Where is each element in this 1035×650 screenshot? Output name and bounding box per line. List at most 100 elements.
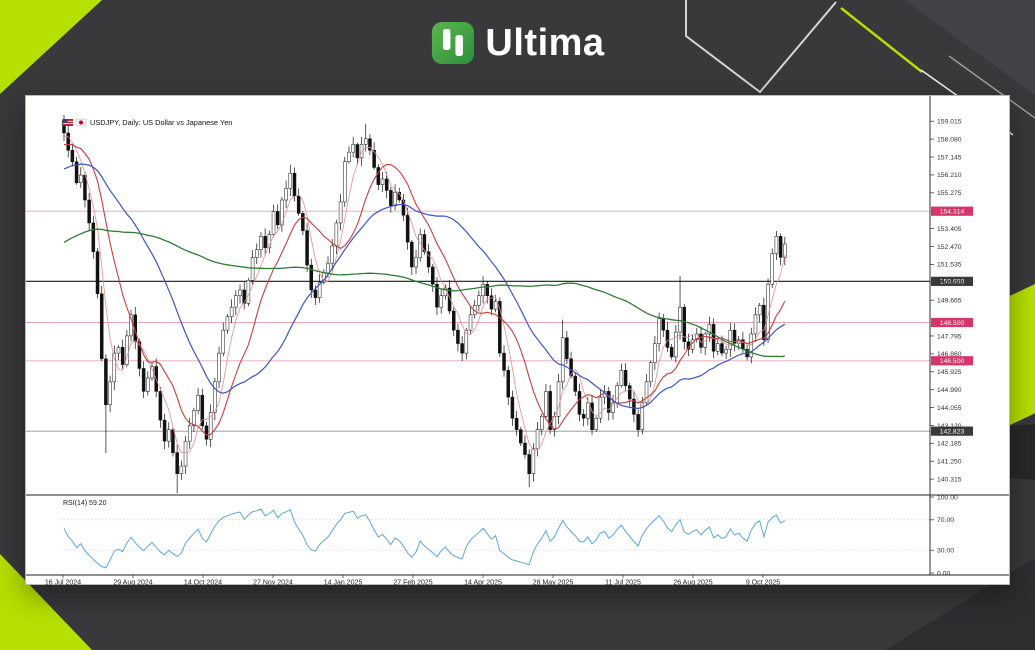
candle [305, 230, 309, 266]
candle [217, 352, 221, 383]
candle [699, 333, 703, 348]
candle [628, 385, 632, 400]
candle [296, 195, 301, 214]
candle [330, 245, 334, 264]
candle [284, 188, 288, 201]
price-tick-label: 145.925 [937, 369, 962, 376]
usdjpy-daily-chart[interactable]: 154.314150.650148.500146.500142.823159.0… [25, 95, 1010, 587]
candle [204, 425, 209, 440]
candle [91, 222, 96, 252]
candle [535, 429, 540, 450]
chart-title-bar: USDJPY, Daily: US Dollar vs Japanese Yen [63, 118, 232, 127]
candle [359, 144, 364, 159]
ma-medium-line [63, 163, 786, 410]
candle [74, 161, 79, 184]
date-tick-label: 16 Jul 2024 [45, 580, 81, 586]
candle [577, 391, 582, 415]
candle [632, 398, 636, 415]
candle [569, 358, 573, 377]
candle [636, 414, 640, 430]
candle [179, 465, 184, 474]
candle [326, 262, 330, 273]
candle [112, 352, 117, 383]
candle [460, 343, 464, 354]
candle [259, 236, 263, 251]
logo-text: Ultima [485, 22, 605, 64]
candle [351, 144, 355, 153]
candle [422, 234, 427, 252]
candle [728, 329, 733, 350]
candle [657, 318, 661, 344]
candle [519, 429, 523, 444]
candle [108, 381, 112, 406]
candle [271, 211, 276, 235]
date-tick-label: 9 Oct 2025 [746, 580, 780, 586]
price-tick-label: 140.315 [937, 476, 962, 483]
date-tick-label: 26 Aug 2025 [673, 580, 712, 586]
candle [749, 333, 754, 358]
decor-top-left-shape [0, 0, 102, 94]
rsi-line [63, 508, 786, 569]
candle [489, 295, 494, 310]
price-tick-label: 159.015 [937, 119, 962, 126]
candle [724, 349, 728, 354]
candle [548, 391, 552, 430]
candle [410, 241, 414, 268]
jp-flag-icon [75, 118, 87, 127]
date-tick-label: 11 Jul 2025 [605, 580, 641, 586]
ma-fast-line [63, 143, 786, 436]
candle [774, 236, 779, 254]
candle [389, 190, 393, 206]
candle [766, 283, 770, 340]
candle [439, 295, 443, 308]
candle [275, 211, 280, 226]
candle [70, 149, 75, 162]
candle [338, 201, 343, 224]
candle [225, 316, 230, 331]
candle [347, 151, 351, 162]
candle [573, 375, 578, 392]
candle [162, 419, 167, 442]
price-tick-label: 147.795 [937, 333, 962, 340]
candle [783, 243, 787, 258]
candle [141, 368, 146, 392]
chart-background [25, 95, 1010, 585]
candle [502, 352, 506, 371]
candle [426, 251, 431, 268]
candle [66, 132, 70, 151]
candle [288, 172, 293, 189]
price-tick-label: 150.600 [937, 280, 962, 287]
candle [99, 293, 104, 360]
date-tick-label: 14 Apr 2025 [464, 580, 502, 586]
candle [187, 425, 192, 442]
candle [79, 174, 83, 184]
decor-right-green-band [1008, 284, 1035, 426]
decor-corner-fill [905, 0, 1035, 95]
candle [146, 377, 150, 392]
price-tick-label: 144.055 [937, 405, 962, 412]
candle [192, 410, 196, 427]
svg-text:150.650: 150.650 [940, 279, 965, 286]
candle [250, 257, 255, 281]
candle [334, 222, 339, 247]
candle [431, 266, 435, 285]
candle [640, 402, 645, 430]
candle [158, 391, 163, 421]
candle [757, 305, 762, 316]
svg-text:148.500: 148.500 [940, 320, 965, 327]
candle [175, 452, 179, 474]
candle [481, 283, 485, 296]
candle [95, 251, 100, 295]
candle [531, 448, 536, 474]
candle [104, 358, 108, 406]
candle [292, 172, 297, 197]
candle [405, 215, 410, 243]
candle [355, 144, 360, 159]
price-tick-label: 143.120 [937, 423, 962, 430]
candle [648, 362, 653, 383]
rsi-tick-label: 30.00 [937, 548, 954, 555]
candle [435, 283, 439, 308]
candle [280, 199, 284, 226]
price-tick-label: 149.665 [937, 297, 962, 304]
